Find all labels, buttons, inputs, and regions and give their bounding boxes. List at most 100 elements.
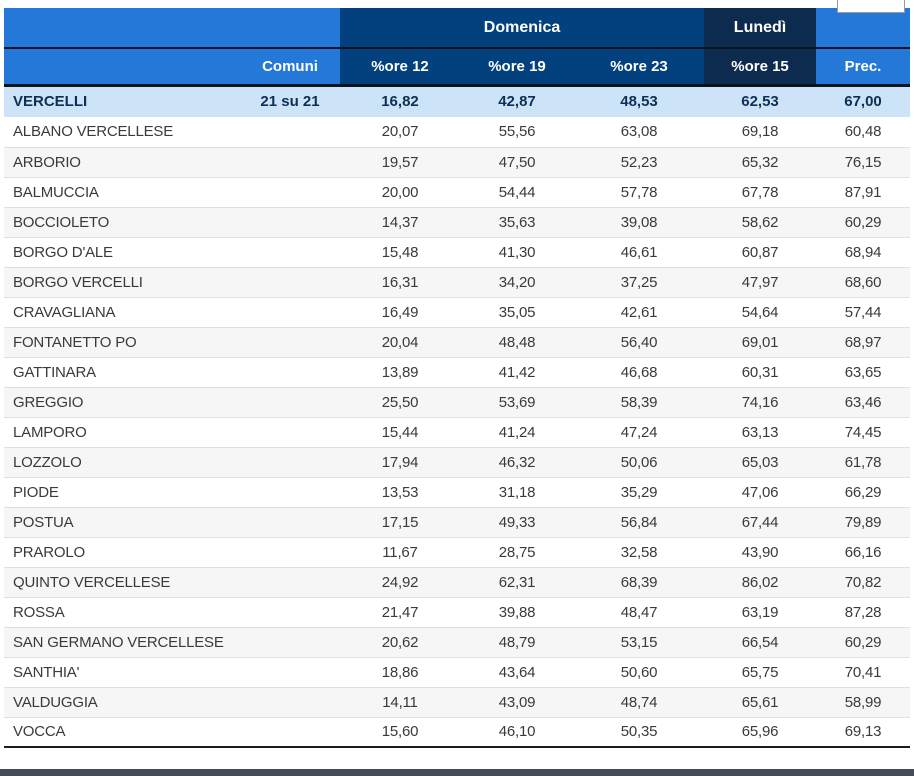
comuni-cell [240,627,340,658]
ore15-value: 58,62 [704,207,817,238]
ore19-value: 49,33 [460,507,574,538]
table-row[interactable]: VALDUGGIA 14,11 43,09 48,74 65,61 58,99 [4,687,911,718]
ore15-value: 65,96 [741,723,779,741]
ore23-value: 58,39 [574,387,705,418]
table-row[interactable]: FONTANETTO PO 20,04 48,48 56,40 69,01 68… [4,327,911,358]
bottom-bar [0,769,914,776]
prec-value: 69,13 [844,723,882,741]
header-col-ore15: %ore 15 [704,48,817,87]
table-row[interactable]: VOCCA 15,60 46,10 50,35 65,96 69,13 [4,717,910,747]
table-row[interactable]: CRAVAGLIANA 16,49 35,05 42,61 54,64 57,4… [4,297,911,328]
prec-value: 60,29 [816,207,911,238]
header-col-ore19: %ore 19 [460,48,574,87]
table-row[interactable]: SANTHIA' 18,86 43,64 50,60 65,75 70,41 [4,657,911,688]
ore12-value: 16,49 [340,297,460,328]
table-row[interactable]: BORGO D'ALE 15,48 41,30 46,61 60,87 68,9… [4,237,911,268]
ore23-value: 48,47 [574,597,705,628]
ore12-value: 24,92 [340,567,460,598]
ore12-value: 20,07 [340,117,460,148]
table-row[interactable]: QUINTO VERCELLESE 24,92 62,31 68,39 86,0… [4,567,911,598]
header-spacer-right [816,8,911,49]
ore12-value: 15,44 [340,417,460,448]
table-row[interactable]: GATTINARA 13,89 41,42 46,68 60,31 63,65 [4,357,911,388]
ore19-value: 43,09 [460,687,574,718]
ore23-value: 63,08 [574,117,705,148]
prec-value: 63,46 [816,387,911,418]
table-row[interactable]: PIODE 13,53 31,18 35,29 47,06 66,29 [4,477,911,508]
ore23-value: 50,60 [574,657,705,688]
header-col-ore12: %ore 12 [340,48,460,87]
comuni-cell [240,477,340,508]
ore23-value: 50,06 [574,447,705,478]
table-row[interactable]: ARBORIO 19,57 47,50 52,23 65,32 76,15 [4,147,911,178]
ore23-value: 56,40 [574,327,705,358]
comuni-cell [240,147,340,178]
ore23-value: 42,61 [574,297,705,328]
ore12-value: 19,57 [340,147,460,178]
municipality-name: ROSSA [4,597,240,628]
ore15-value: 69,18 [704,117,817,148]
ore19-value: 41,24 [460,417,574,448]
prec-value: 87,28 [816,597,911,628]
ore23-value: 50,35 [620,723,658,741]
table-row[interactable]: BALMUCCIA 20,00 54,44 57,78 67,78 87,91 [4,177,911,208]
ore19-value: 31,18 [460,477,574,508]
ore23-value: 46,61 [574,237,705,268]
ore15-value: 66,54 [704,627,817,658]
prec-value: 74,45 [816,417,911,448]
ore15-value: 65,61 [704,687,817,718]
ore19-value: 54,44 [460,177,574,208]
summary-ore15-value: 62,53 [704,85,817,117]
ore15-value: 65,75 [704,657,817,688]
table-row[interactable]: BOCCIOLETO 14,37 35,63 39,08 58,62 60,29 [4,207,911,238]
ore15-value: 67,78 [704,177,817,208]
municipality-name: QUINTO VERCELLESE [4,567,240,598]
table-row[interactable]: LOZZOLO 17,94 46,32 50,06 65,03 61,78 [4,447,911,478]
ore19-value: 47,50 [460,147,574,178]
table-row[interactable]: SAN GERMANO VERCELLESE 20,62 48,79 53,15… [4,627,911,658]
municipality-name: SAN GERMANO VERCELLESE [4,627,240,658]
municipality-name: BALMUCCIA [4,177,240,208]
ore12-value: 21,47 [340,597,460,628]
table-row[interactable]: ALBANO VERCELLESE 20,07 55,56 63,08 69,1… [4,117,911,148]
comuni-cell [240,357,340,388]
ore19-value: 34,20 [460,267,574,298]
table-row[interactable]: GREGGIO 25,50 53,69 58,39 74,16 63,46 [4,387,911,418]
municipality-name: LAMPORO [4,417,240,448]
comuni-cell [240,567,340,598]
prec-value: 76,15 [816,147,911,178]
ore19-value: 41,30 [460,237,574,268]
summary-row-vercelli[interactable]: VERCELLI 21 su 21 16,82 42,87 48,53 62,5… [4,85,911,117]
ore19-value: 41,42 [460,357,574,388]
ore19-value: 35,05 [460,297,574,328]
header-col-prec: Prec. [816,48,911,87]
comuni-cell [240,387,340,418]
ore12-value: 25,50 [340,387,460,418]
comuni-cell [240,297,340,328]
ore15-value: 67,44 [704,507,817,538]
ore12-value: 15,48 [340,237,460,268]
ore15-value: 63,19 [704,597,817,628]
header-col-ore23: %ore 23 [574,48,705,87]
table-row[interactable]: BORGO VERCELLI 16,31 34,20 37,25 47,97 6… [4,267,911,298]
header-spacer-left [4,8,340,49]
comuni-count: 21 su 21 [240,85,340,117]
ore15-value: 60,31 [704,357,817,388]
prec-value: 68,60 [816,267,911,298]
prec-value: 60,29 [816,627,911,658]
ore19-value: 53,69 [460,387,574,418]
header-group-row: Domenica Lunedì [4,8,911,49]
ore23-value: 32,58 [574,537,705,568]
table-row[interactable]: POSTUA 17,15 49,33 56,84 67,44 79,89 [4,507,911,538]
table-row[interactable]: ROSSA 21,47 39,88 48,47 63,19 87,28 [4,597,911,628]
ore15-value: 86,02 [704,567,817,598]
ore23-value: 39,08 [574,207,705,238]
table-row[interactable]: PRAROLO 11,67 28,75 32,58 43,90 66,16 [4,537,911,568]
ore23-value: 47,24 [574,417,705,448]
header-group-domenica: Domenica [340,8,705,49]
prec-value: 63,65 [816,357,911,388]
turnout-table: Domenica Lunedì Comuni %ore 12 %ore 19 %… [4,8,911,748]
ore23-value: 68,39 [574,567,705,598]
ore15-value: 47,06 [704,477,817,508]
table-row[interactable]: LAMPORO 15,44 41,24 47,24 63,13 74,45 [4,417,911,448]
